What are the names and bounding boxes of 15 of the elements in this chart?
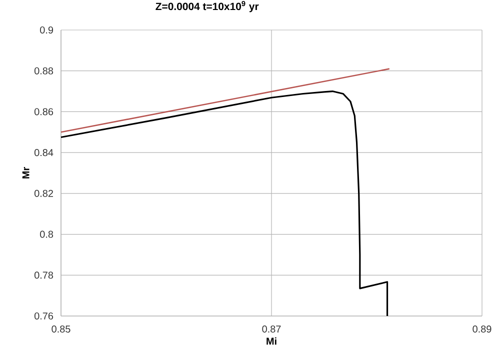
y-tick-label: 0.86 [34,108,54,116]
x-tick-label: 0.87 [262,326,281,333]
y-tick-label: 0.78 [34,272,54,279]
y-tick-label: 0.8 [40,230,54,238]
x-tick-label: 0.85 [52,326,70,333]
y-tick-label: 0.76 [34,312,54,320]
x-tick-label: 0.89 [472,326,492,333]
x-axis-title: Mi [266,337,276,345]
chart-title: Z=0.0004 t=10x10$^{9}$ yr [156,0,259,12]
y-tick-label: 0.82 [34,190,53,197]
y-tick-label: 0.9 [40,26,54,34]
y-axis-title: Mr [22,167,30,178]
y-tick-label: 0.84 [34,149,54,156]
y-tick-label: 0.88 [34,67,54,74]
line-series [60,90,388,317]
